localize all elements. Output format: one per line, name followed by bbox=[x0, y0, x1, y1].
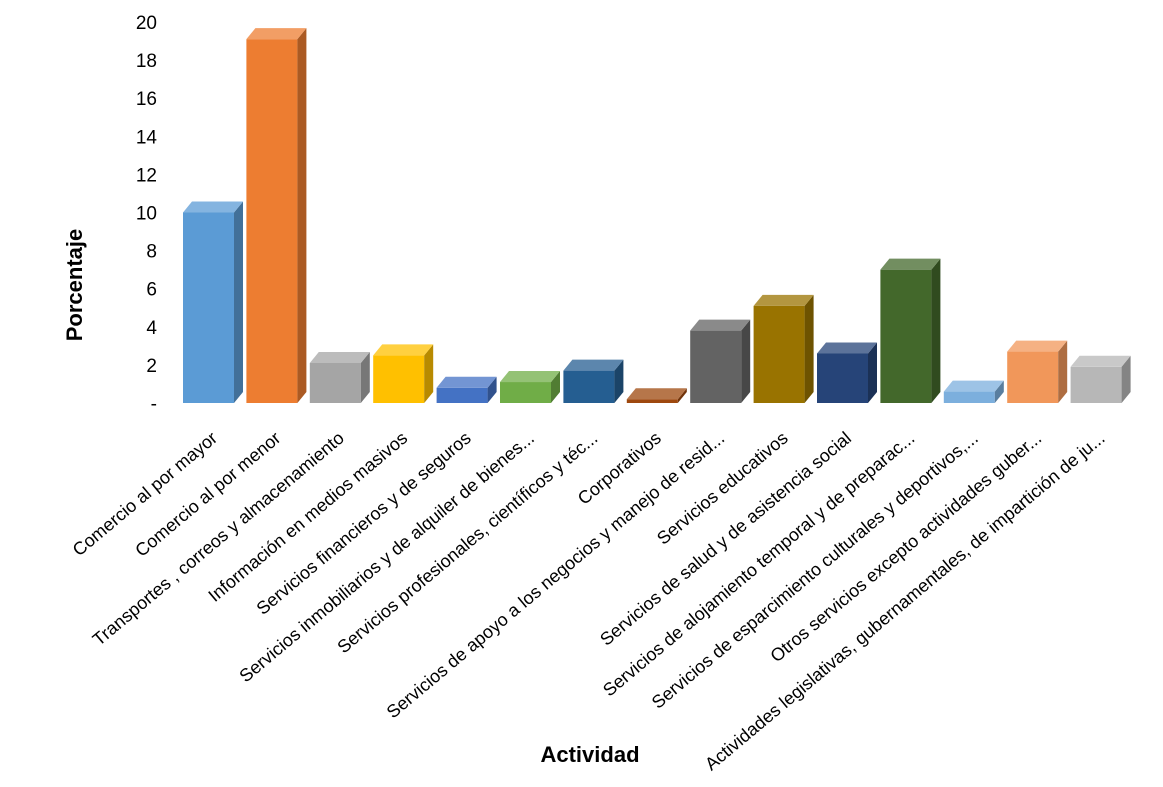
x-tick-label: Servicios inmobiliarios y de alquiler de… bbox=[236, 428, 539, 686]
y-axis: - 2 4 6 8 10 12 14 16 18 20 bbox=[136, 13, 158, 415]
bar bbox=[436, 376, 497, 403]
bar-top bbox=[500, 371, 560, 383]
bar-front bbox=[817, 353, 868, 403]
bar-front bbox=[753, 305, 805, 403]
bar-side bbox=[1058, 340, 1068, 403]
y-tick-label: 8 bbox=[146, 242, 157, 263]
y-axis-title: Porcentaje bbox=[62, 229, 87, 342]
bar-top bbox=[817, 342, 877, 354]
y-tick-label: 20 bbox=[136, 13, 157, 34]
bar-top bbox=[563, 359, 624, 371]
bar-side bbox=[360, 351, 370, 403]
bar-top bbox=[1007, 340, 1068, 352]
bar-front bbox=[943, 391, 995, 403]
bar-front bbox=[690, 330, 742, 403]
bar-top bbox=[943, 380, 1004, 392]
y-tick-label: 6 bbox=[146, 280, 157, 301]
y-tick-label: 2 bbox=[146, 356, 157, 377]
bar bbox=[690, 319, 751, 403]
bar-side bbox=[1121, 355, 1131, 403]
y-tick-label: 4 bbox=[146, 318, 157, 339]
bar-front bbox=[436, 387, 488, 403]
bar-top bbox=[246, 28, 307, 40]
bar bbox=[817, 342, 877, 403]
bar bbox=[246, 28, 307, 404]
bar-front bbox=[500, 382, 551, 403]
bar-side bbox=[804, 294, 814, 403]
bar bbox=[309, 351, 370, 403]
bar-top bbox=[436, 376, 497, 388]
bar-top bbox=[690, 319, 751, 331]
bar bbox=[373, 344, 434, 403]
bar-side bbox=[424, 344, 434, 403]
bar-side bbox=[487, 376, 497, 403]
bar-front bbox=[880, 269, 932, 403]
y-tick-label: 18 bbox=[136, 51, 157, 72]
bar-side bbox=[234, 201, 243, 403]
bar-side bbox=[677, 388, 687, 403]
bars bbox=[183, 28, 1131, 404]
bar bbox=[943, 380, 1004, 403]
bar bbox=[563, 359, 624, 403]
bar-front bbox=[626, 399, 678, 403]
bar-top bbox=[309, 351, 370, 363]
x-axis-title: Actividad bbox=[540, 742, 639, 767]
bar-front bbox=[1070, 366, 1122, 403]
bar bbox=[626, 388, 687, 403]
bar bbox=[753, 294, 814, 403]
bar-top bbox=[183, 201, 243, 213]
bar-side bbox=[551, 371, 560, 403]
bar bbox=[183, 201, 243, 403]
bar-top bbox=[626, 388, 687, 400]
bar bbox=[1070, 355, 1131, 403]
bar-side bbox=[741, 319, 751, 403]
y-tick-label: 14 bbox=[136, 127, 158, 148]
y-tick-label: 10 bbox=[136, 204, 157, 225]
bar bbox=[880, 258, 941, 403]
bar-top bbox=[880, 258, 941, 270]
bar-front bbox=[183, 212, 234, 403]
bar-front bbox=[563, 370, 615, 403]
bar-side bbox=[297, 28, 307, 404]
bar-top bbox=[1070, 355, 1131, 367]
bar-top bbox=[373, 344, 434, 356]
bar-top bbox=[753, 294, 814, 306]
bar bbox=[1007, 340, 1068, 403]
bar-side bbox=[994, 380, 1004, 403]
y-tick-label: 12 bbox=[136, 165, 157, 186]
y-tick-label: 16 bbox=[136, 89, 157, 110]
bar-front bbox=[246, 39, 298, 404]
bar-side bbox=[614, 359, 624, 403]
bar-front bbox=[373, 355, 425, 403]
bar-front bbox=[309, 362, 361, 403]
y-tick-label: - bbox=[151, 394, 157, 415]
bar-side bbox=[868, 342, 877, 403]
bar-side bbox=[931, 258, 941, 403]
bar bbox=[500, 371, 560, 403]
bar-front bbox=[1007, 351, 1059, 403]
